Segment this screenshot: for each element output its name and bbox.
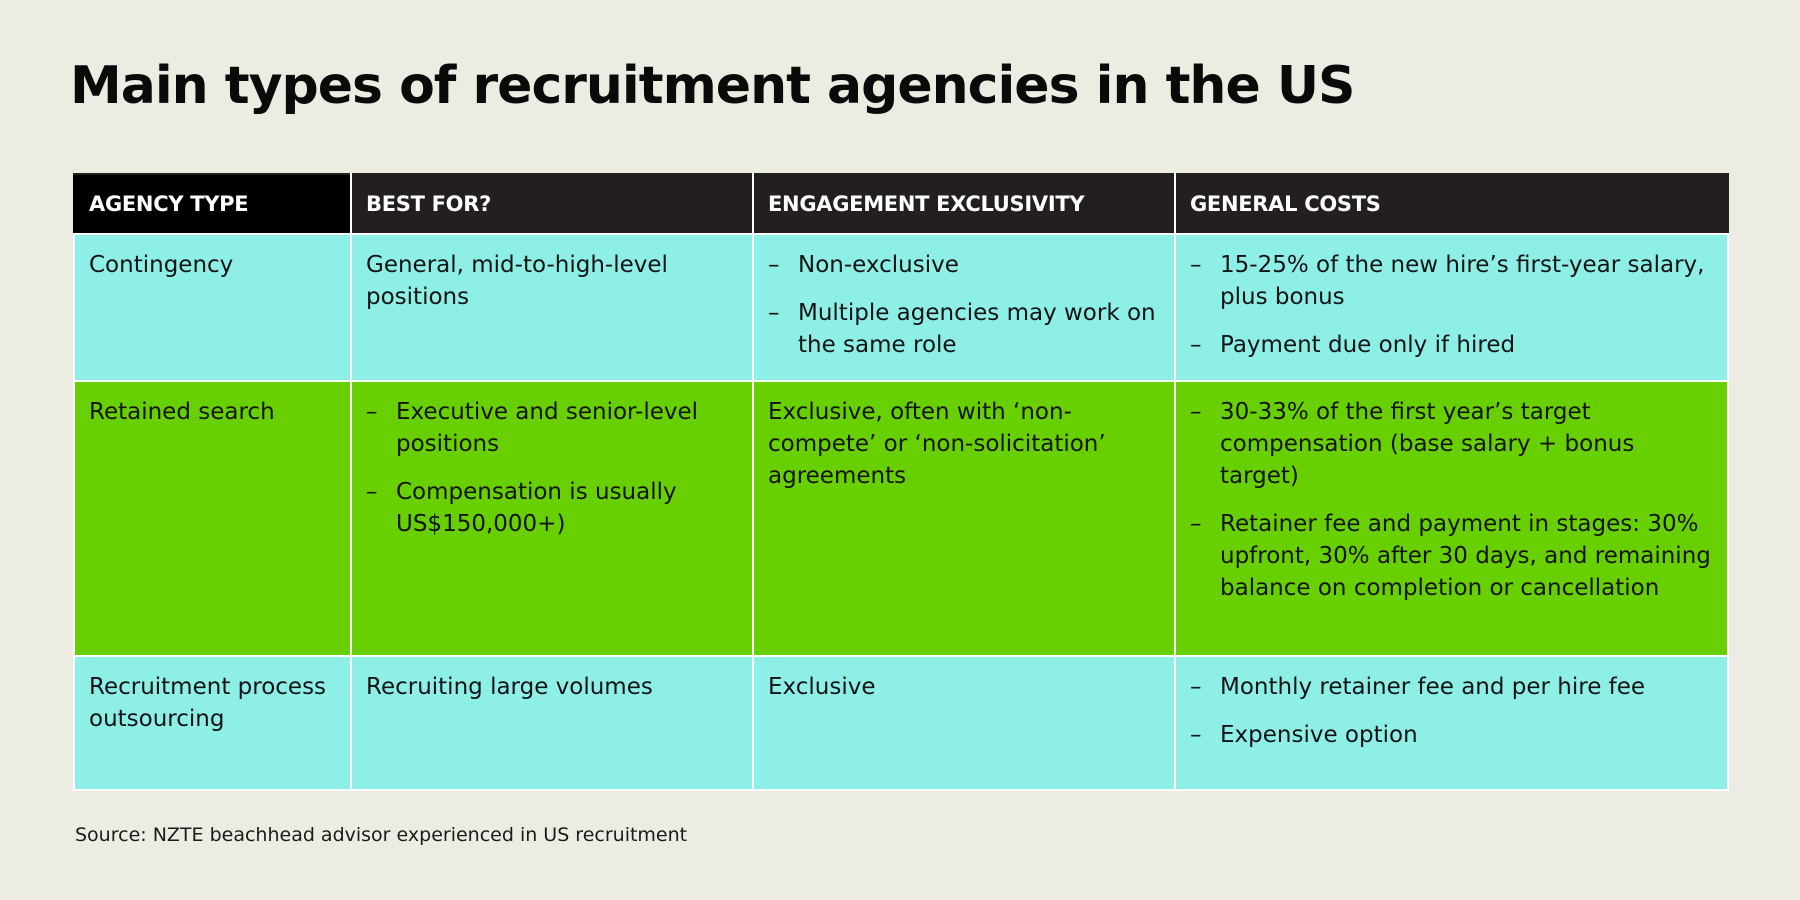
- exclusivity-cell: – Non-exclusive – Multiple agencies may wo…: [752, 233, 1176, 382]
- source-note: Source: NZTE beachhead advisor experienc…: [75, 824, 688, 846]
- table-row: Retained search – Executive and senior-le…: [73, 380, 1729, 657]
- dash-bullet-icon: –: [366, 479, 378, 505]
- dash-bullet-icon: –: [1190, 722, 1202, 748]
- list-item: – Monthly retainer fee and per hire fee: [1190, 671, 1713, 703]
- dash-bullet-icon: –: [1190, 252, 1202, 278]
- dash-bullet-icon: –: [1190, 399, 1202, 425]
- agency-type-cell: Recruitment process outsourcing: [73, 655, 352, 791]
- list-item: – Executive and senior-level positions: [366, 396, 738, 460]
- costs-cell: – Monthly retainer fee and per hire fee –…: [1174, 655, 1729, 791]
- agency-type-cell: Retained search: [73, 380, 352, 657]
- best-for-cell: Recruiting large volumes: [350, 655, 754, 791]
- header-agency-type: AGENCY TYPE: [73, 173, 352, 235]
- table-row: Contingency General, mid-to-high-level p…: [73, 233, 1729, 382]
- list-item: – Expensive option: [1190, 719, 1713, 751]
- costs-cell: –15-25% of the new hire’s first-year sal…: [1174, 233, 1729, 382]
- agency-types-table: AGENCY TYPE BEST FOR? ENGAGEMENT EXCLUSI…: [73, 173, 1729, 791]
- dash-bullet-icon: –: [1190, 332, 1202, 358]
- dash-bullet-icon: –: [768, 252, 780, 278]
- dash-bullet-icon: –: [768, 300, 780, 326]
- list-item: – Payment due only if hired: [1190, 329, 1713, 361]
- list-item: – Compensation is usually US$150,000+): [366, 476, 738, 540]
- list-item: – Multiple agencies may work on the same …: [768, 297, 1160, 361]
- list-item: – Non-exclusive: [768, 249, 1160, 281]
- best-for-cell: – Executive and senior-level positions – C…: [350, 380, 754, 657]
- table-row: Recruitment process outsourcing Recruiti…: [73, 655, 1729, 791]
- costs-list: –30-33% of the first year’s target compe…: [1190, 396, 1713, 604]
- header-engagement-exclusivity: ENGAGEMENT EXCLUSIVITY: [752, 173, 1176, 235]
- costs-list: – Monthly retainer fee and per hire fee –…: [1190, 671, 1713, 751]
- page-title: Main types of recruitment agencies in th…: [70, 56, 1355, 116]
- exclusivity-cell: Exclusive: [752, 655, 1176, 791]
- best-for-list: – Executive and senior-level positions – C…: [366, 396, 738, 540]
- best-for-cell: General, mid-to-high-level positions: [350, 233, 754, 382]
- dash-bullet-icon: –: [366, 399, 378, 425]
- agency-type-cell: Contingency: [73, 233, 352, 382]
- costs-list: –15-25% of the new hire’s first-year sal…: [1190, 249, 1713, 361]
- header-general-costs: GENERAL COSTS: [1174, 173, 1729, 235]
- list-item: –15-25% of the new hire’s first-year sal…: [1190, 249, 1713, 313]
- exclusivity-cell: Exclusive, often with ‘non-compete’ or ‘…: [752, 380, 1176, 657]
- costs-cell: –30-33% of the first year’s target compe…: [1174, 380, 1729, 657]
- header-best-for: BEST FOR?: [350, 173, 754, 235]
- dash-bullet-icon: –: [1190, 511, 1202, 537]
- list-item: – Retainer fee and payment in stages: 30%…: [1190, 508, 1713, 604]
- table-header-row: AGENCY TYPE BEST FOR? ENGAGEMENT EXCLUSI…: [73, 173, 1729, 235]
- dash-bullet-icon: –: [1190, 674, 1202, 700]
- exclusivity-list: – Non-exclusive – Multiple agencies may wo…: [768, 249, 1160, 361]
- list-item: –30-33% of the first year’s target compe…: [1190, 396, 1713, 492]
